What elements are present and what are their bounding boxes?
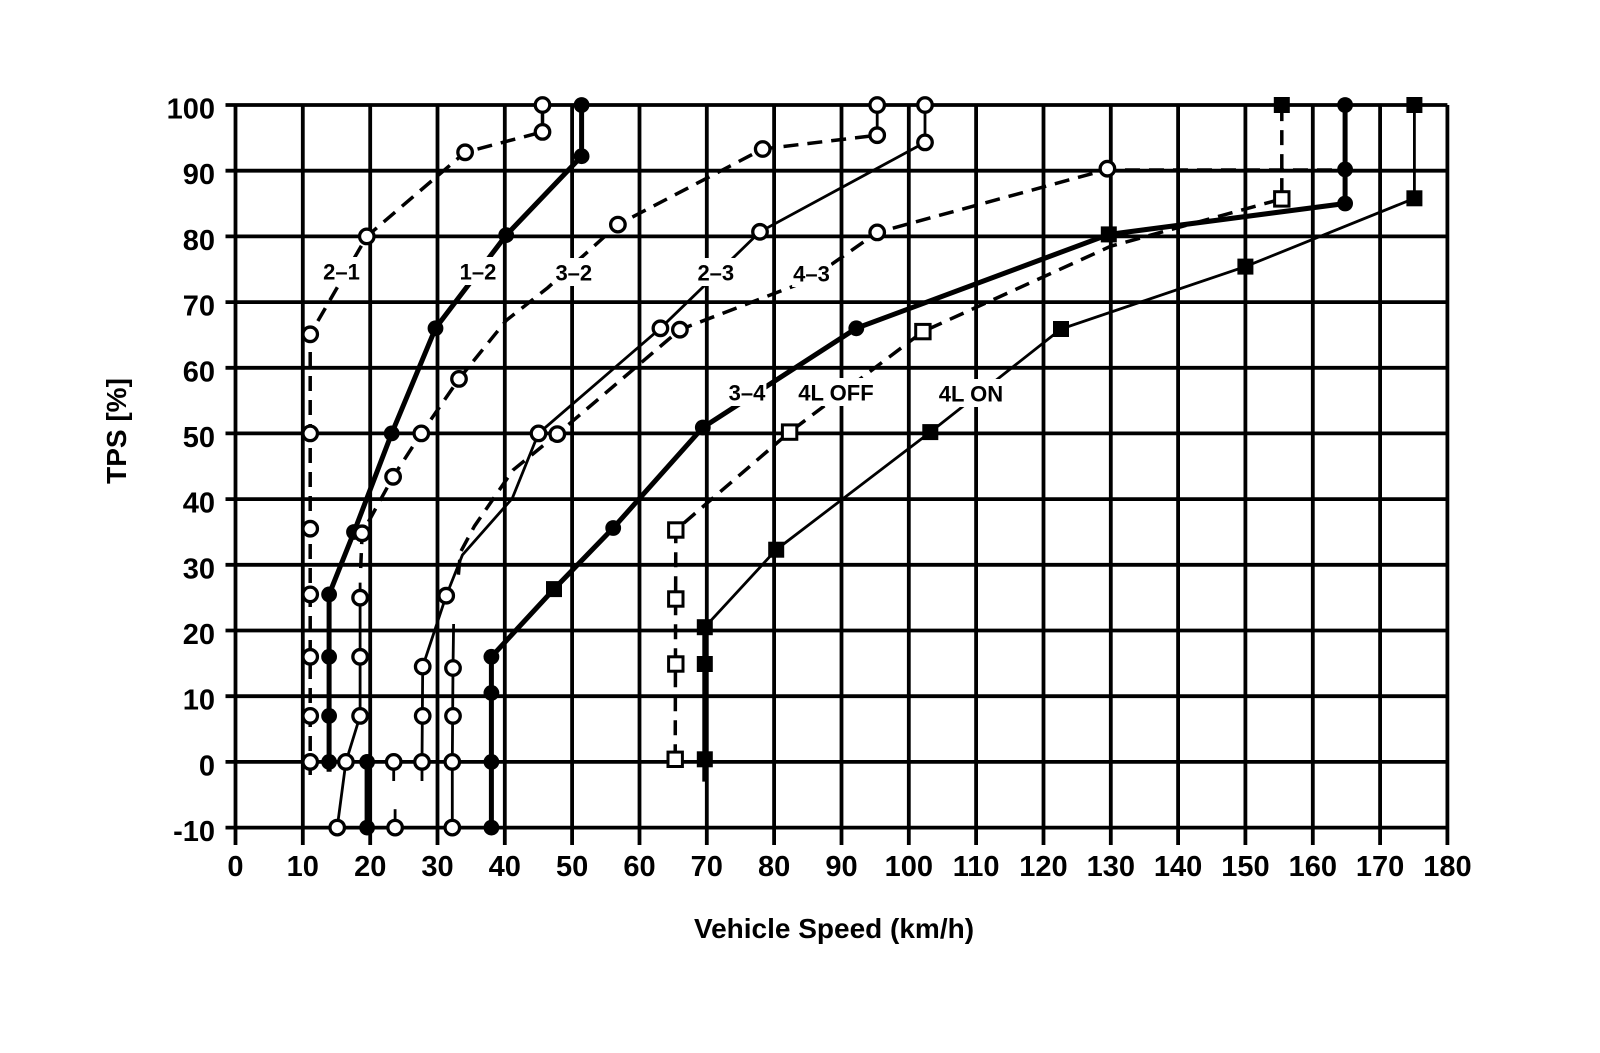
svg-text:4–3: 4–3 — [793, 262, 830, 287]
svg-text:60: 60 — [183, 356, 215, 388]
svg-text:110: 110 — [953, 851, 1000, 883]
svg-text:60: 60 — [623, 851, 655, 883]
svg-text:20: 20 — [354, 851, 386, 883]
svg-text:3–2: 3–2 — [555, 261, 592, 286]
svg-text:140: 140 — [1154, 851, 1202, 883]
svg-text:3–4: 3–4 — [729, 381, 766, 406]
svg-text:-10: -10 — [173, 816, 215, 848]
svg-text:120: 120 — [1019, 851, 1067, 883]
svg-text:10: 10 — [287, 851, 319, 883]
svg-text:50: 50 — [556, 851, 588, 883]
svg-text:170: 170 — [1356, 851, 1404, 883]
svg-text:70: 70 — [691, 851, 723, 883]
svg-text:80: 80 — [758, 851, 790, 883]
svg-text:0: 0 — [227, 851, 243, 883]
svg-text:180: 180 — [1423, 851, 1471, 883]
svg-text:80: 80 — [183, 225, 215, 257]
svg-text:1–2: 1–2 — [460, 260, 497, 285]
svg-text:2–3: 2–3 — [697, 261, 734, 286]
svg-text:100: 100 — [167, 94, 215, 126]
svg-text:100: 100 — [885, 851, 933, 883]
svg-text:70: 70 — [183, 291, 215, 323]
svg-text:150: 150 — [1221, 851, 1269, 883]
svg-text:Vehicle Speed (km/h): Vehicle Speed (km/h) — [694, 913, 974, 944]
svg-text:2–1: 2–1 — [323, 260, 360, 285]
svg-text:90: 90 — [183, 159, 215, 191]
svg-text:4L OFF: 4L OFF — [798, 381, 873, 406]
svg-text:TPS [%]: TPS [%] — [101, 378, 132, 484]
svg-text:50: 50 — [183, 422, 215, 454]
svg-text:160: 160 — [1289, 851, 1337, 883]
svg-text:130: 130 — [1087, 851, 1135, 883]
svg-text:10: 10 — [183, 685, 215, 717]
svg-text:30: 30 — [183, 553, 215, 585]
svg-text:40: 40 — [183, 488, 215, 520]
svg-text:4L ON: 4L ON — [939, 382, 1003, 407]
svg-text:0: 0 — [199, 750, 215, 782]
svg-text:90: 90 — [825, 851, 857, 883]
svg-text:40: 40 — [489, 851, 521, 883]
svg-text:30: 30 — [421, 851, 453, 883]
svg-text:20: 20 — [183, 619, 215, 651]
